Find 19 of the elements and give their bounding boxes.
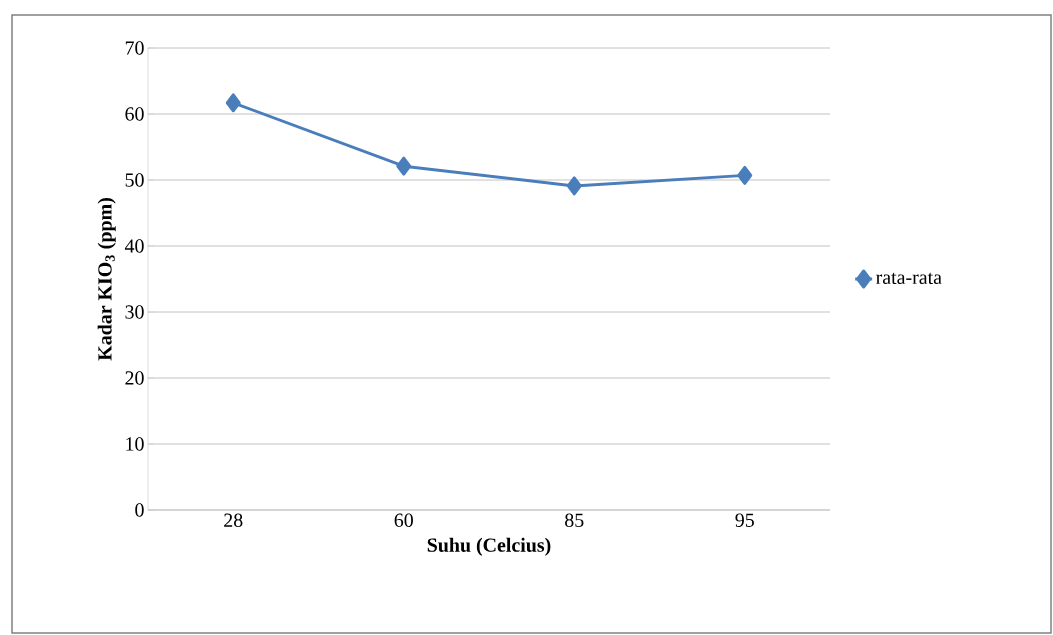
x-tick-label: 60 <box>394 513 413 527</box>
point <box>737 165 753 185</box>
y-tick-label: 40 <box>124 239 144 253</box>
x-tick-label: 28 <box>224 513 243 527</box>
y-tick-label: 30 <box>125 305 144 319</box>
x-tick-label: 95 <box>735 513 754 527</box>
x-tick-label: 85 <box>565 513 584 527</box>
y-axis-title: Kadar KIO$_{3}$ (ppm) <box>97 198 116 361</box>
y-tick-label: 50 <box>125 173 144 187</box>
x-axis-title: Suhu (Celcius) <box>427 537 551 556</box>
y-tick-label: 60 <box>125 107 144 121</box>
y-tick-label: 0 <box>135 503 144 517</box>
y-tick-label: 70 <box>125 41 144 55</box>
legend-label: rata-rata <box>876 272 942 285</box>
point <box>225 93 241 113</box>
point <box>566 176 582 196</box>
point <box>396 156 412 176</box>
y-tick-label: 20 <box>125 371 144 385</box>
y-tick-label: 10 <box>126 437 144 451</box>
